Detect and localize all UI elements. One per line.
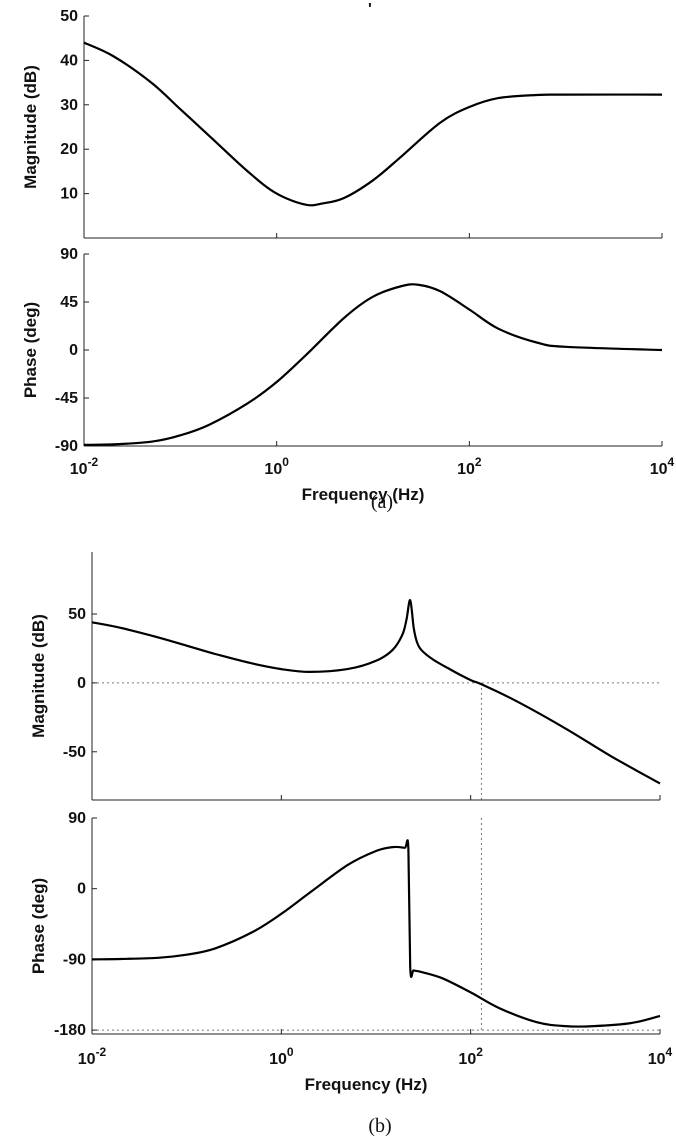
x-axis-label: Frequency (Hz): [305, 1075, 428, 1094]
y-tick-label: 50: [60, 8, 78, 25]
y-tick-label: 0: [69, 342, 78, 359]
y-tick-label: -90: [55, 438, 78, 455]
x-tick-label: 100: [269, 1045, 294, 1068]
y-tick-label: 90: [60, 246, 78, 263]
y-axis-label: Magnitude (dB): [21, 65, 40, 189]
y-tick-label: -180: [54, 1022, 86, 1039]
series-line: [83, 283, 663, 446]
caption-b: (b): [368, 1115, 391, 1137]
series-line: [91, 599, 661, 785]
x-tick-label: 102: [458, 1045, 483, 1068]
y-tick-label: 0: [77, 881, 86, 898]
y-tick-label: 20: [60, 141, 78, 158]
y-axis-label: Phase (deg): [29, 878, 48, 974]
y-tick-label: 50: [68, 606, 86, 623]
y-axis-label: Magnitude (dB): [29, 614, 48, 738]
x-tick-label: 100: [264, 455, 289, 478]
y-tick-label: 10: [60, 186, 78, 203]
caption-a: (a): [371, 491, 393, 513]
plot-a-phase: 10-2 100 102 104 -90 -45 0 45 90 Phase (deg) Frequ…: [21, 246, 675, 504]
plot-a-magnitude: 10 20 30 40 50 Magnitude (dB): [21, 8, 663, 239]
y-tick-label: 40: [60, 52, 78, 69]
x-tick-label: 102: [457, 455, 482, 478]
series-line: [91, 839, 661, 1028]
y-tick-label: -45: [55, 390, 78, 407]
plot-b-phase: 10-2 100 102 104 -180 -90 0 90 Phase (deg) Freque…: [29, 810, 673, 1094]
y-tick-label: 45: [60, 294, 78, 311]
x-axis-label: Frequency (Hz): [302, 485, 425, 504]
y-tick-label: 30: [60, 97, 78, 114]
y-tick-label: -90: [63, 951, 86, 968]
y-tick-label: -50: [63, 744, 86, 761]
x-tick-label: 10-2: [78, 1045, 107, 1068]
plot-b-magnitude: -50 0 50 Magnitude (dB): [29, 552, 661, 801]
x-tick-label: 104: [650, 455, 675, 478]
y-tick-label: 0: [77, 675, 86, 692]
y-axis-label: Phase (deg): [21, 302, 40, 398]
x-tick-label: 10-2: [70, 455, 99, 478]
stray-mark: ': [368, 1, 372, 18]
x-tick-label: 104: [648, 1045, 673, 1068]
series-line: [83, 41, 663, 207]
y-tick-label: 90: [68, 810, 86, 827]
